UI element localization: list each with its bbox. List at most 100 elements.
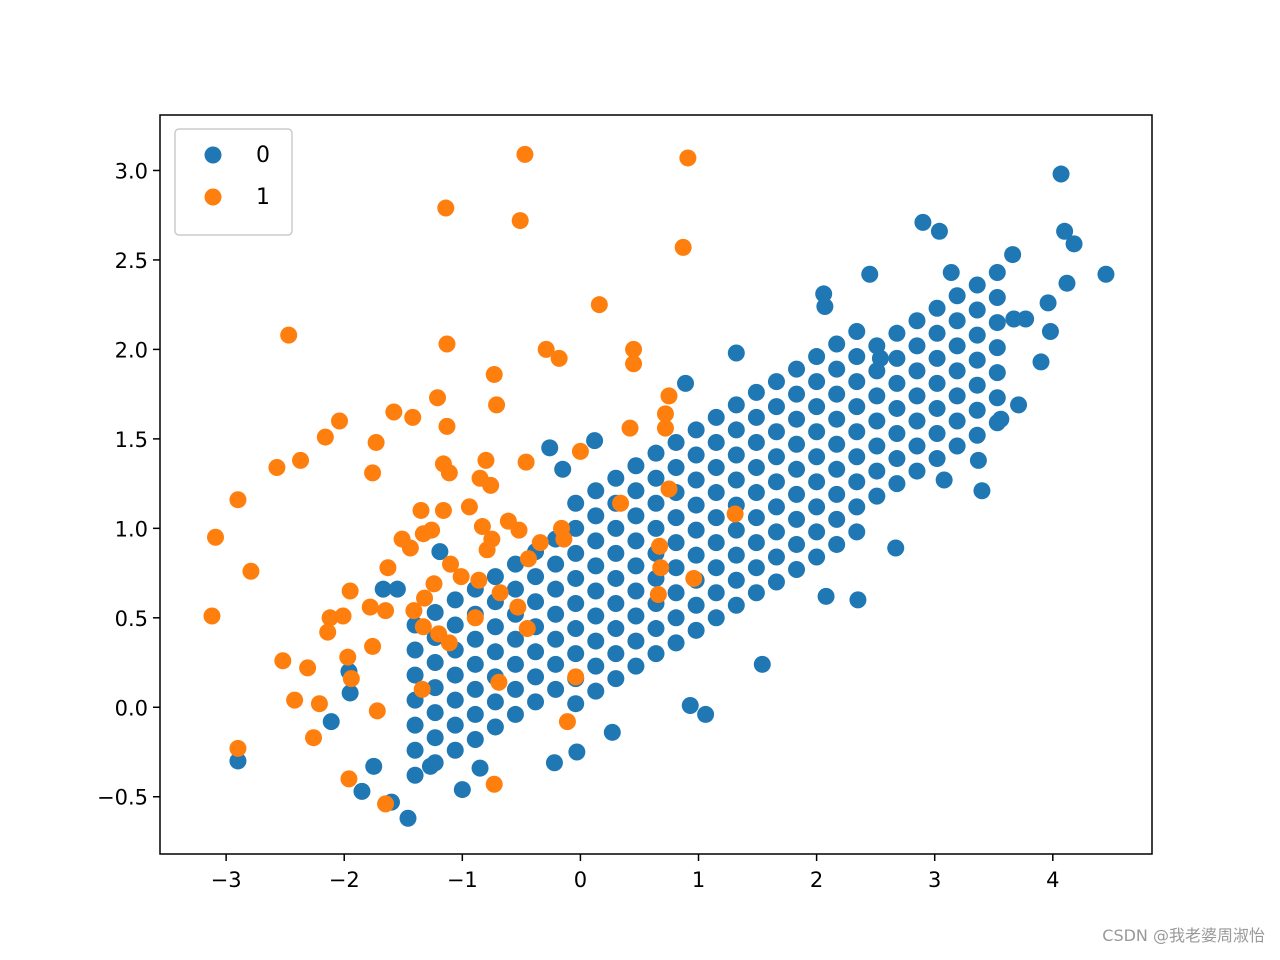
point xyxy=(1004,246,1022,264)
point xyxy=(948,437,966,455)
point xyxy=(651,537,669,555)
point xyxy=(1017,310,1035,328)
point xyxy=(767,498,785,516)
point xyxy=(667,509,685,527)
legend-frame xyxy=(174,128,293,236)
point xyxy=(334,607,352,625)
point xyxy=(541,439,559,457)
point xyxy=(229,739,247,757)
point xyxy=(848,398,866,416)
point xyxy=(656,419,674,437)
point xyxy=(685,569,703,587)
point xyxy=(849,591,867,609)
point xyxy=(788,510,806,528)
point xyxy=(406,666,424,684)
point xyxy=(414,525,432,543)
point xyxy=(687,446,705,464)
point xyxy=(587,657,605,675)
point xyxy=(707,459,725,477)
point xyxy=(316,428,334,446)
point xyxy=(988,289,1006,307)
point xyxy=(788,360,806,378)
point xyxy=(518,620,536,638)
point xyxy=(567,645,585,663)
point xyxy=(948,362,966,380)
point xyxy=(727,396,745,414)
point xyxy=(687,546,705,564)
point xyxy=(697,705,715,723)
point xyxy=(506,705,524,723)
point xyxy=(948,287,966,305)
point xyxy=(506,655,524,673)
point xyxy=(928,299,946,317)
point xyxy=(431,543,449,561)
point xyxy=(511,212,529,230)
point xyxy=(942,263,960,281)
point xyxy=(426,603,444,621)
point xyxy=(747,459,765,477)
point xyxy=(928,425,946,443)
point xyxy=(506,555,524,573)
point xyxy=(871,349,889,367)
point xyxy=(406,766,424,784)
point xyxy=(948,312,966,330)
point xyxy=(446,716,464,734)
point xyxy=(446,741,464,759)
point xyxy=(466,680,484,698)
point xyxy=(485,775,503,793)
point xyxy=(674,238,692,256)
point xyxy=(848,473,866,491)
point xyxy=(587,582,605,600)
point xyxy=(486,643,504,661)
point xyxy=(377,795,395,813)
point xyxy=(587,682,605,700)
point xyxy=(627,607,645,625)
y-tick-label: 0.5 xyxy=(115,607,148,631)
point xyxy=(928,399,946,417)
point xyxy=(948,387,966,405)
point xyxy=(888,475,906,493)
point xyxy=(478,541,496,559)
point xyxy=(365,757,383,775)
point xyxy=(446,691,464,709)
point xyxy=(331,412,349,430)
point xyxy=(547,630,565,648)
point xyxy=(414,618,432,636)
point xyxy=(928,450,946,468)
point xyxy=(368,702,386,720)
point xyxy=(361,598,379,616)
point xyxy=(466,730,484,748)
point xyxy=(808,423,826,441)
point xyxy=(466,630,484,648)
point xyxy=(446,591,464,609)
point xyxy=(968,401,986,419)
point xyxy=(486,718,504,736)
point xyxy=(788,385,806,403)
point xyxy=(888,374,906,392)
point xyxy=(452,568,470,586)
point xyxy=(868,412,886,430)
point xyxy=(607,519,625,537)
x-tick-label: −2 xyxy=(329,868,360,892)
point xyxy=(1010,396,1028,414)
point xyxy=(625,340,643,358)
y-tick-label: 1.5 xyxy=(115,428,148,452)
point xyxy=(612,494,630,512)
point xyxy=(667,534,685,552)
point xyxy=(310,695,328,713)
point xyxy=(1032,353,1050,371)
point xyxy=(707,609,725,627)
point xyxy=(968,326,986,344)
point xyxy=(808,373,826,391)
point xyxy=(988,339,1006,357)
legend-label: 1 xyxy=(256,185,270,210)
point xyxy=(527,693,545,711)
point xyxy=(305,729,323,747)
point xyxy=(1005,310,1023,328)
point xyxy=(571,442,589,460)
point xyxy=(930,222,948,240)
point xyxy=(888,324,906,342)
point xyxy=(399,809,417,827)
point xyxy=(788,410,806,428)
legend-marker xyxy=(204,188,222,206)
